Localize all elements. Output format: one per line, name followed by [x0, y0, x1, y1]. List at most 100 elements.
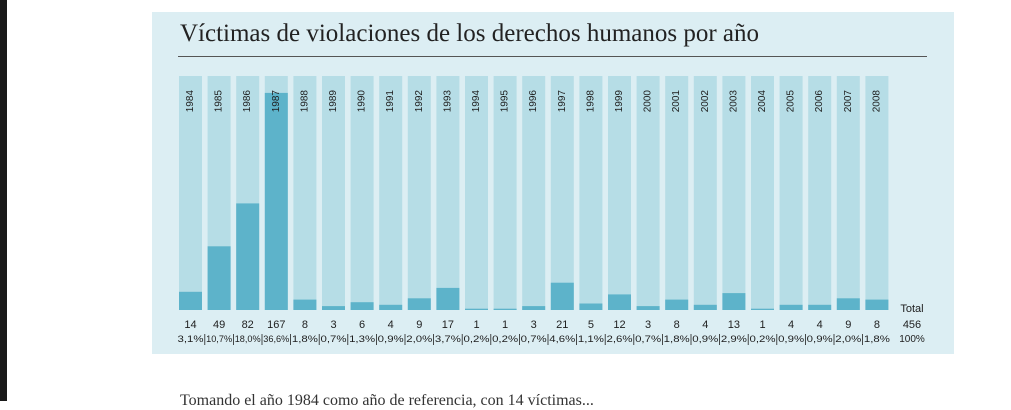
percent-label: 1,1% — [578, 334, 605, 345]
bar-background — [808, 76, 832, 310]
total-percent: 100% — [899, 334, 925, 345]
value-label: 1 — [473, 319, 479, 331]
value-label: 9 — [416, 319, 422, 331]
year-label: 1984 — [185, 90, 196, 113]
year-label: 1996 — [528, 90, 539, 113]
bar — [436, 287, 460, 310]
year-label: 1997 — [557, 90, 568, 113]
value-label: 8 — [874, 319, 880, 331]
bar-background — [465, 76, 488, 310]
percent-label: 3,1% — [178, 334, 205, 345]
year-label: 2004 — [757, 90, 768, 113]
year-label: 1995 — [500, 90, 511, 113]
bar — [465, 308, 488, 310]
bar-background — [407, 76, 431, 310]
value-label: 21 — [556, 319, 568, 331]
bar — [236, 203, 260, 310]
percent-label: 1,8% — [292, 334, 319, 345]
value-label: 17 — [442, 319, 454, 331]
bar — [836, 298, 860, 310]
bar — [722, 293, 746, 310]
percent-label: 0,9% — [807, 334, 834, 345]
bar-background — [179, 76, 202, 310]
percent-label: 1,8% — [664, 334, 691, 345]
bar-background — [636, 76, 660, 310]
value-label: 82 — [242, 319, 254, 331]
chart-panel: Víctimas de violaciones de los derechos … — [152, 12, 954, 354]
value-label: 8 — [302, 319, 308, 331]
bar — [550, 282, 574, 310]
percent-label: 1,8% — [864, 334, 891, 345]
bar-background — [322, 76, 345, 310]
bar — [522, 306, 546, 310]
percent-label: 4,6% — [549, 334, 576, 345]
value-label: 4 — [702, 319, 708, 331]
percent-label: 36,6% — [263, 334, 290, 345]
year-label: 1993 — [442, 90, 453, 113]
value-label: 167 — [267, 319, 285, 331]
year-label: 2000 — [643, 90, 654, 113]
bar — [322, 306, 345, 310]
value-label: 5 — [588, 319, 594, 331]
percent-label: 0,7% — [521, 334, 548, 345]
year-label: 2003 — [728, 90, 739, 113]
bar-background — [350, 76, 374, 310]
percent-label: 0,9% — [778, 334, 805, 345]
body-text: Tomando el año 1984 como año de referenc… — [180, 392, 594, 409]
total-label: Total — [900, 303, 923, 315]
bar — [865, 299, 889, 310]
value-label: 8 — [674, 319, 680, 331]
value-label: 1 — [759, 319, 765, 331]
value-label: 4 — [788, 319, 794, 331]
year-label: 2008 — [871, 90, 882, 113]
year-label: 2006 — [814, 90, 825, 113]
bar-background — [865, 76, 889, 310]
percent-label: 0,7% — [321, 334, 348, 345]
percent-label: 0,2% — [464, 334, 491, 345]
percent-label: 2,0% — [406, 334, 433, 345]
bar-background — [550, 76, 574, 310]
year-label: 1991 — [385, 90, 396, 113]
value-label: 3 — [531, 319, 537, 331]
bar — [608, 294, 631, 310]
percent-label: 2,6% — [607, 334, 634, 345]
value-label: 4 — [388, 319, 394, 331]
year-label: 1990 — [357, 90, 368, 113]
year-label: 1989 — [328, 90, 339, 113]
bar-background — [836, 76, 860, 310]
bar-background — [779, 76, 803, 310]
year-label: 1999 — [614, 90, 625, 113]
year-label: 2002 — [700, 90, 711, 113]
bar-background — [693, 76, 717, 310]
percent-label: 0,9% — [692, 334, 719, 345]
bar-background — [722, 76, 746, 310]
bar — [693, 304, 717, 310]
bar-background — [493, 76, 517, 310]
bar-background — [293, 76, 317, 310]
value-label: 9 — [845, 319, 851, 331]
percent-label: 2,0% — [835, 334, 862, 345]
bar — [179, 291, 202, 310]
year-label: 1987 — [271, 90, 282, 113]
bar — [350, 302, 374, 310]
value-label: 14 — [184, 319, 196, 331]
bar — [808, 304, 832, 310]
percent-label: 10,7% — [206, 334, 233, 345]
bar — [779, 304, 803, 310]
title-rule — [178, 56, 927, 57]
value-label: 3 — [645, 319, 651, 331]
percent-label: 1,3% — [349, 334, 376, 345]
bar — [493, 308, 517, 310]
bar-background — [608, 76, 631, 310]
value-label: 13 — [728, 319, 740, 331]
bar-background — [379, 76, 403, 310]
total-value: 456 — [903, 319, 921, 331]
bar-background — [579, 76, 603, 310]
year-label: 1994 — [471, 90, 482, 113]
year-label: 1992 — [414, 90, 425, 113]
window-edge — [0, 0, 7, 401]
year-label: 1985 — [214, 90, 225, 113]
value-label: 6 — [359, 319, 365, 331]
bar — [579, 303, 603, 310]
bar — [636, 306, 660, 310]
